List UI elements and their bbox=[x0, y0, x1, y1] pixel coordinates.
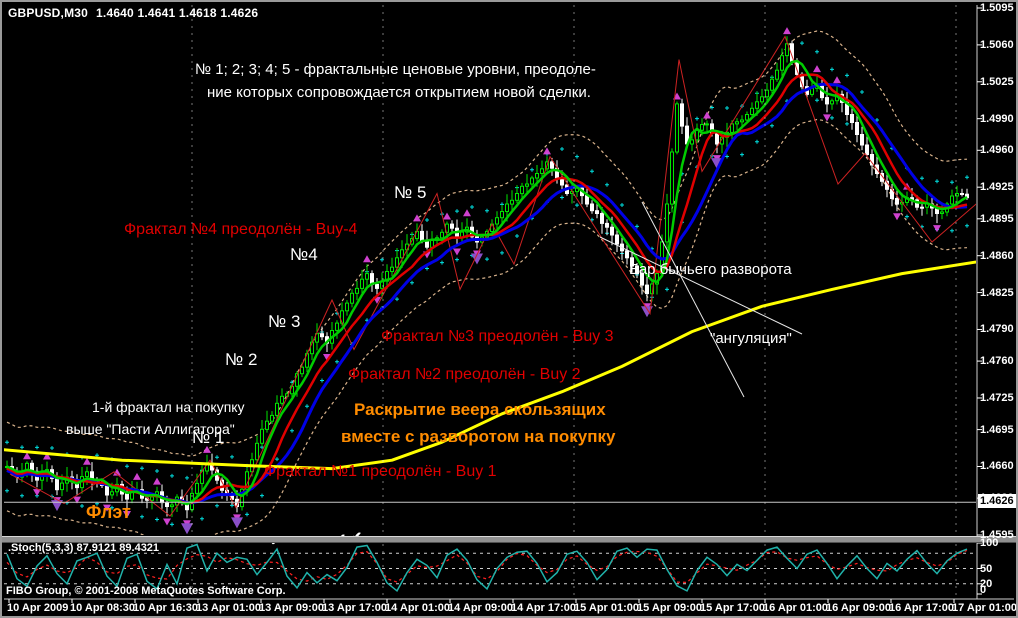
stoch-axis-label: 0 bbox=[980, 584, 987, 596]
time-axis-label: 16 Apr 17:00 bbox=[889, 602, 955, 614]
time-axis-label: 13 Apr 09:00 bbox=[259, 602, 325, 614]
stoch-axis-label: 50 bbox=[980, 562, 993, 575]
chart-annotation: № 5 bbox=[394, 183, 427, 202]
chart-annotation: Бар бычьего разворота bbox=[629, 261, 792, 278]
time-axis-label: 14 Apr 09:00 bbox=[448, 602, 514, 614]
chart-annotation: ние которых сопровождается открытием нов… bbox=[207, 84, 591, 101]
chart-annotation: вместе с разворотом на покупку bbox=[341, 427, 616, 446]
symbol-period-label: GBPUSD,M30 bbox=[8, 6, 89, 20]
price-axis-label: 1.4960 bbox=[980, 144, 1014, 157]
chart-annotation: "ангуляция" bbox=[710, 330, 792, 347]
price-axis-label: 1.4760 bbox=[980, 355, 1014, 368]
price-axis-label: 1.4990 bbox=[980, 112, 1014, 125]
time-axis-label: 14 Apr 01:00 bbox=[385, 602, 451, 614]
chart-annotation: № 1 bbox=[192, 428, 225, 447]
stoch-axis-label: 20 bbox=[980, 577, 993, 590]
time-axis-label: 15 Apr 17:00 bbox=[700, 602, 766, 614]
price-axis-label: 1.4660 bbox=[980, 460, 1014, 473]
time-axis-label: 14 Apr 17:00 bbox=[511, 602, 577, 614]
price-axis-label: 1.4895 bbox=[980, 212, 1014, 225]
chart-annotation: Фрактал №4 преодолён - Buy-4 bbox=[124, 221, 358, 238]
price-axis-label: 1.4925 bbox=[980, 181, 1014, 194]
chart-title: GBPUSD,M30 1.4640 1.4641 1.4618 1.4626 bbox=[8, 6, 258, 20]
time-axis-label: 13 Apr 01:00 bbox=[196, 602, 262, 614]
chart-annotation: № 3 bbox=[268, 312, 301, 331]
chart-annotation: Раскрытие веера скользящих bbox=[354, 400, 606, 419]
chart-annotation: №4 bbox=[290, 245, 318, 264]
copyright-label: FIBO Group, © 2001-2008 MetaQuotes Softw… bbox=[6, 585, 286, 597]
stoch-axis-label: 100 bbox=[980, 537, 999, 549]
price-axis-label: 1.4860 bbox=[980, 249, 1014, 262]
time-axis-label: 10 Apr 2009 bbox=[7, 602, 69, 614]
price-axis-label: 1.5025 bbox=[980, 75, 1014, 88]
current-price-value: 1.4626 bbox=[980, 495, 1014, 508]
time-axis-label: 13 Apr 17:00 bbox=[322, 602, 388, 614]
price-axis-label: 1.4825 bbox=[980, 286, 1014, 299]
ohlc-values: 1.4640 1.4641 1.4618 1.4626 bbox=[96, 6, 259, 20]
price-axis-label: 1.5060 bbox=[980, 38, 1014, 51]
time-axis-label: 10 Apr 16:30 bbox=[133, 602, 199, 614]
pane-separator[interactable] bbox=[2, 536, 1016, 543]
chart-annotation: выше "Пасти Аллигатора" bbox=[66, 421, 235, 437]
price-axis-label: 1.4595 bbox=[980, 529, 1014, 541]
chart-annotation: № 2 bbox=[225, 350, 258, 369]
chart-annotation: Фрактал №2 преодолён - Buy 2 bbox=[348, 366, 581, 383]
chart-annotation: Флэт bbox=[86, 502, 131, 522]
time-axis-label: 10 Apr 08:30 bbox=[70, 602, 136, 614]
price-axis-label: 1.4695 bbox=[980, 423, 1014, 436]
price-axis-label: 1.5095 bbox=[980, 2, 1014, 14]
price-axis-label: 1.4725 bbox=[980, 391, 1014, 404]
time-axis-label: 16 Apr 01:00 bbox=[763, 602, 829, 614]
time-axis-label: 15 Apr 01:00 bbox=[574, 602, 640, 614]
time-axis-label: 17 Apr 01:00 bbox=[952, 602, 1018, 614]
chart-annotation: Фрактал №3 преодолён - Buy 3 bbox=[381, 328, 614, 345]
chart-annotation: № 1; 2; 3; 4; 5 - фрактальные ценовые ур… bbox=[195, 61, 596, 78]
time-axis-label: 16 Apr 09:00 bbox=[826, 602, 892, 614]
chart-annotation: Фрактал №1 преодолён - Buy 1 bbox=[264, 463, 497, 480]
current-price-tag: 1.4626 bbox=[978, 494, 1016, 509]
time-axis-label: 15 Apr 09:00 bbox=[637, 602, 703, 614]
chart-annotation: 1-й фрактал на покупку bbox=[92, 399, 245, 415]
stochastic-label: .Stoch(5,3,3) 87.9121 89.4321 bbox=[8, 542, 160, 554]
price-axis-label: 1.4790 bbox=[980, 323, 1014, 336]
